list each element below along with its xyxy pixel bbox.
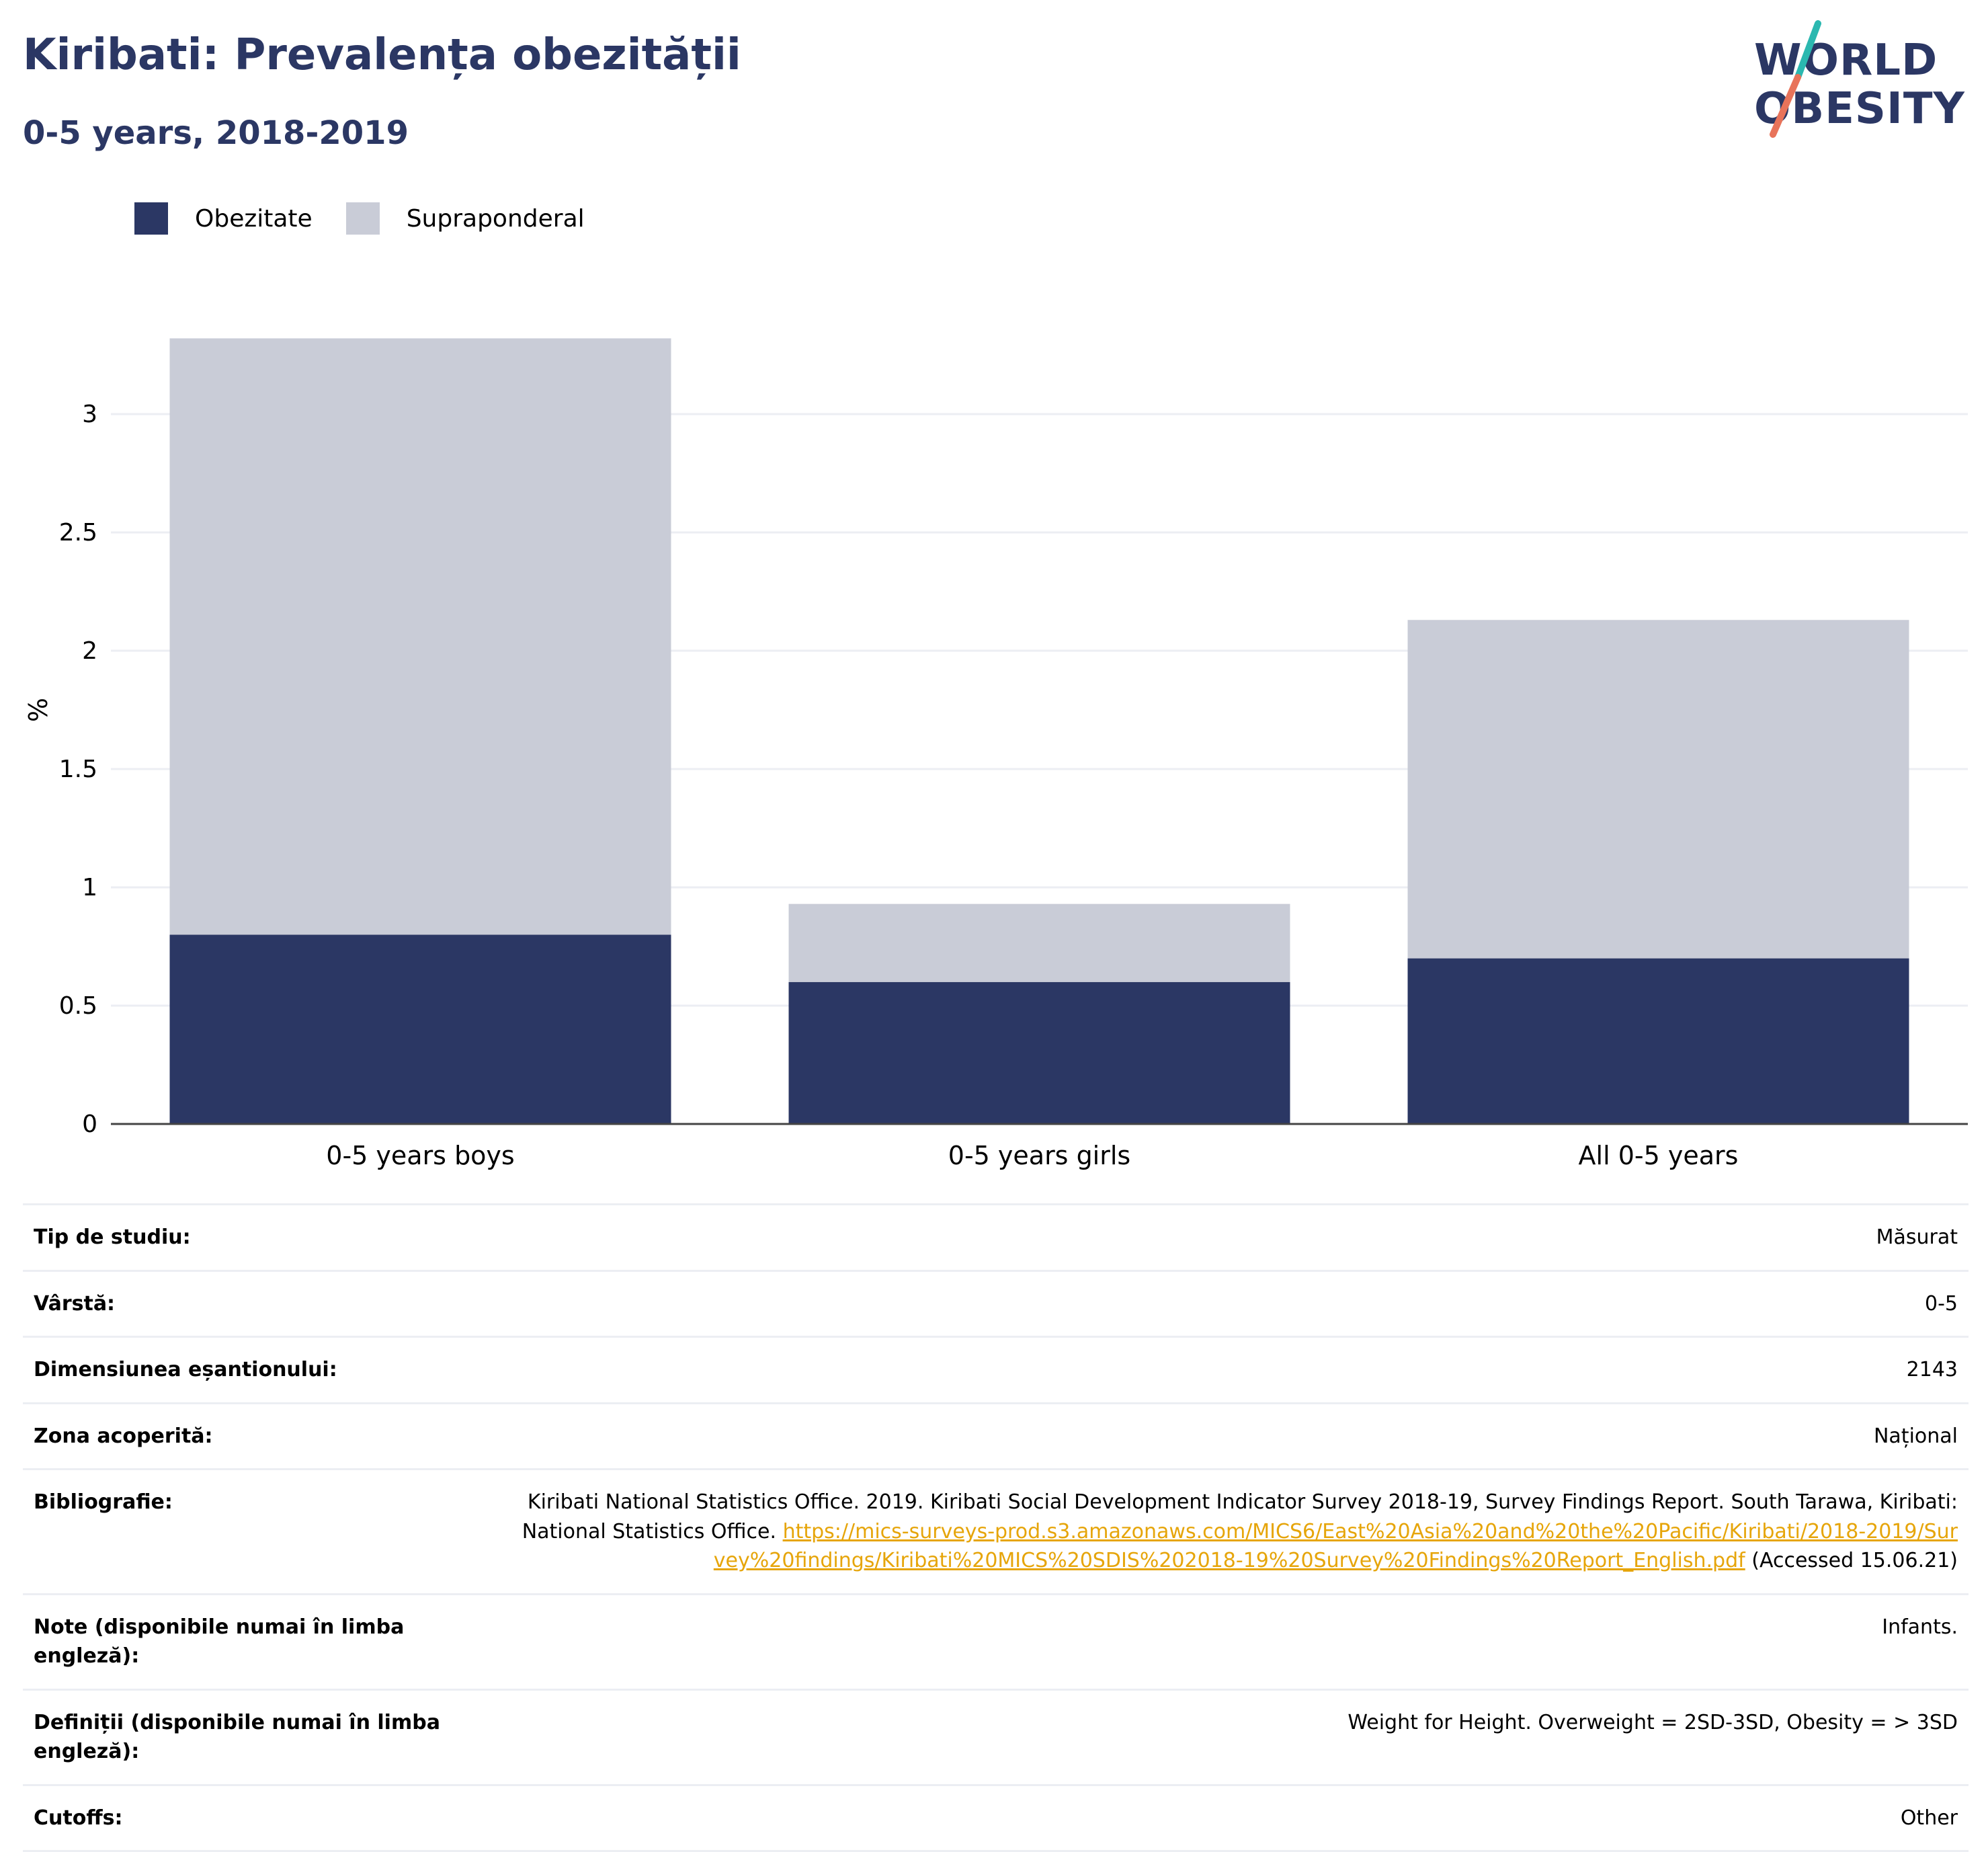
y-tick-label: 2.5 [59,519,97,547]
info-key: Definiții (disponibile numai în limba en… [23,1688,508,1785]
y-tick-label: 3 [82,401,97,428]
bar-supraponderal-3[interactable] [1407,620,1909,959]
info-row: Cutoffs: Other [23,1783,1969,1852]
info-key: Dimensiunea eșantionului: [23,1336,508,1403]
x-tick-label: 0-5 years boys [326,1141,514,1170]
info-value: Other [508,1783,1969,1852]
info-key: Vârstă: [23,1269,508,1337]
x-tick-label: 0-5 years girls [948,1141,1130,1170]
info-row: Note (disponibile numai în limba engleză… [23,1593,1969,1689]
info-row-bibliography: Bibliografie: Kiribati National Statistic… [23,1468,1969,1594]
bar-obezitate-3[interactable] [1407,958,1909,1124]
legend-swatch-obezitate [134,202,168,235]
info-row: Dimensiunea eșantionului: 2143 [23,1336,1969,1403]
bar-chart: 0 0.5 1 1.5 2 2.5 3% 0-5 years boys 0-5 years gi… [24,338,1968,1170]
info-key: Tip de studiu: [23,1203,508,1271]
legend-label-supraponderal: Supraponderal [406,204,585,233]
legend-item-supraponderal[interactable]: Supraponderal [345,202,585,235]
legend-label-obezitate: Obezitate [195,204,313,233]
info-row: Definiții (disponibile numai în limba en… [23,1688,1969,1785]
chart-title: Kiribati: Prevalența obezității [23,30,741,80]
bibliography-text: Kiribati National Statistics Office. 201… [522,1490,1958,1572]
y-tick-label: 0.5 [59,992,97,1020]
legend-item-obezitate[interactable]: Obezitate [134,202,313,235]
bibliography-accessed: (Accessed 15.06.21) [1745,1549,1958,1572]
bar-obezitate-1[interactable] [169,934,671,1124]
legend: Obezitate Supraponderal [134,202,618,235]
info-key: Bibliografie: [23,1468,508,1594]
y-tick-label: 1.5 [59,756,97,783]
study-info-table: Tip de studiu: Măsurat Vârstă: 0-5 Dimensiun… [23,1203,1969,1852]
info-value: Weight for Height. Overweight = 2SD-3SD,… [508,1688,1969,1785]
info-value: Măsurat [508,1203,1969,1271]
info-row: Vârstă: 0-5 [23,1269,1969,1337]
y-tick-label: 2 [82,637,97,665]
y-tick-label: 0 [82,1111,97,1138]
x-tick-label: All 0-5 years [1579,1141,1739,1170]
bibliography-link[interactable]: https://mics-surveys-prod.s3.amazonaws.c… [713,1519,1958,1573]
logo-slash-icon [1770,20,1821,138]
chart-subtitle: 0-5 years, 2018-2019 [23,114,409,152]
info-key: Note (disponibile numai în limba engleză… [23,1593,508,1689]
info-value: Kiribati National Statistics Office. 201… [508,1468,1969,1594]
info-row: Zona acoperită: Național [23,1402,1969,1469]
info-value: Național [508,1402,1969,1469]
world-obesity-logo: WORLD OBESITY [1754,20,1969,141]
info-row: Tip de studiu: Măsurat [23,1203,1969,1271]
legend-swatch-supraponderal [345,202,380,235]
y-axis-label: % [24,698,53,722]
info-key: Cutoffs: [23,1783,508,1852]
info-value: Infants. [508,1593,1969,1689]
y-tick-label: 1 [82,874,97,901]
logo-line-1: WORLD [1754,36,1938,85]
info-key: Zona acoperită: [23,1402,508,1469]
bar-supraponderal-2[interactable] [788,903,1290,982]
bar-obezitate-2[interactable] [788,981,1290,1124]
info-value: 0-5 [508,1269,1969,1337]
bar-supraponderal-1[interactable] [169,338,671,935]
bibliography-citation: Kiribati National Statistics Office. 201… [522,1490,1958,1543]
info-value: 2143 [508,1336,1969,1403]
